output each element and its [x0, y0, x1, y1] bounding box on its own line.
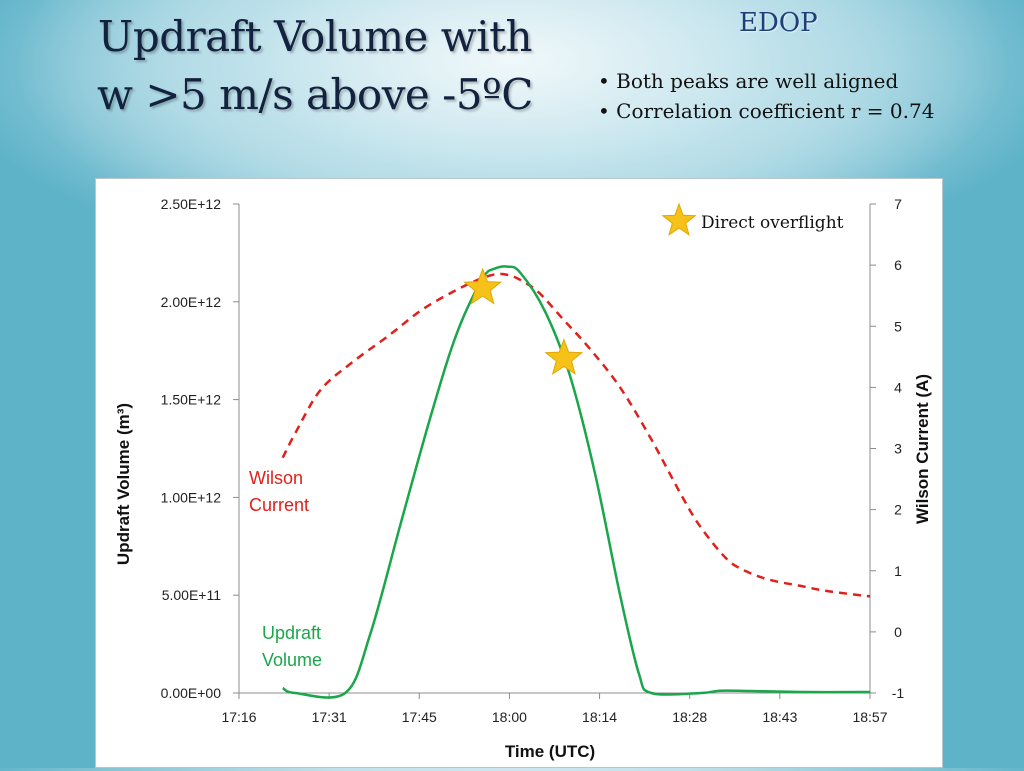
y-left-tick-label: 0.00E+00	[161, 685, 222, 701]
y-right-tick-label: 1	[894, 563, 902, 579]
y-right-tick-label: 4	[894, 379, 902, 395]
y-left-tick-label: 5.00E+11	[162, 587, 222, 603]
x-tick-label: 18:00	[492, 709, 527, 725]
bullet-item: • Both peaks are well aligned	[598, 69, 899, 93]
x-tick-label: 18:14	[582, 709, 617, 725]
chart-axes: 0.00E+00 5.00E+11 1.00E+12 1.50E+12 2.00E+12…	[161, 196, 905, 725]
bullet-list: • Both peaks are well aligned • Correlat…	[598, 66, 934, 126]
overflight-star-icon	[463, 267, 503, 305]
bullet-item: • Correlation coefficient r = 0.74	[598, 99, 935, 123]
series-label: Updraft	[262, 623, 321, 643]
x-tick-label: 18:43	[762, 709, 797, 725]
x-tick-label: 17:31	[312, 709, 347, 725]
slide-title: Updraft Volume with w >5 m/s above -5ºC	[60, 8, 570, 124]
x-tick-label: 17:45	[402, 709, 437, 725]
y-axis-right-label: Wilson Current (A)	[913, 374, 932, 524]
series-label: Volume	[262, 650, 322, 670]
legend-star-icon	[661, 202, 697, 236]
legend-label: Direct overflight	[701, 213, 844, 233]
y-right-tick-label: 5	[894, 318, 902, 334]
y-right-tick-label: 6	[894, 257, 902, 273]
x-tick-label: 18:57	[852, 709, 887, 725]
y-left-tick-label: 2.00E+12	[161, 294, 222, 310]
x-tick-label: 17:16	[221, 709, 256, 725]
overflight-star-icon	[544, 338, 584, 376]
y-axis-left-label: Updraft Volume (m³)	[114, 403, 133, 565]
chart-annotations: Direct overflight	[463, 202, 844, 376]
x-axis-label: Time (UTC)	[505, 742, 595, 761]
title-line-1: Updraft Volume with	[97, 12, 533, 61]
chart-panel: 0.00E+00 5.00E+11 1.00E+12 1.50E+12 2.00E+12…	[95, 178, 943, 768]
y-left-tick-label: 1.00E+12	[161, 489, 222, 505]
title-line-2: w >5 m/s above -5ºC	[97, 70, 533, 119]
y-right-tick-label: -1	[892, 685, 905, 701]
x-tick-label: 18:28	[672, 709, 707, 725]
series-label: Wilson	[249, 468, 303, 488]
y-left-tick-label: 1.50E+12	[161, 392, 222, 408]
chart-series: Wilson Current Updraft Volume	[249, 265, 871, 699]
series-label: Current	[249, 495, 309, 515]
y-right-tick-label: 2	[894, 502, 902, 518]
section-tag: EDOP	[739, 8, 818, 38]
y-right-tick-label: 3	[894, 441, 902, 457]
y-right-tick-label: 7	[894, 196, 902, 212]
updraft-wilson-chart: 0.00E+00 5.00E+11 1.00E+12 1.50E+12 2.00E+12…	[114, 196, 932, 761]
series-line-wilson-current	[281, 272, 871, 598]
series-line-updraft-volume	[282, 265, 871, 699]
y-right-tick-label: 0	[894, 624, 902, 640]
y-left-tick-label: 2.50E+12	[161, 196, 222, 212]
